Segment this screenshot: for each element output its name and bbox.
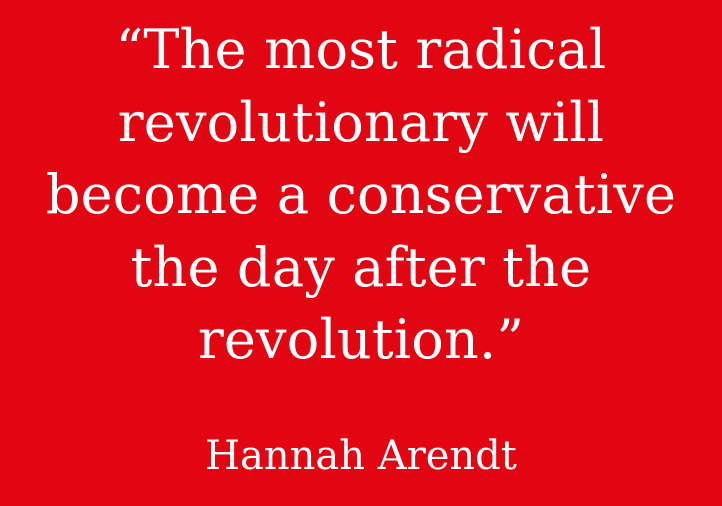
- quote-line-4: the day after the: [130, 235, 592, 299]
- quote-line-5: revolution.”: [197, 308, 525, 371]
- quote-author: Hannah Arendt: [205, 433, 517, 479]
- quote-line-1: “The most radical: [115, 18, 607, 81]
- quote-line-2: revolutionary will: [117, 90, 605, 154]
- quote-line-3: become a conservative: [45, 163, 677, 226]
- quote-text: “The most radical revolutionary will bec…: [0, 14, 722, 377]
